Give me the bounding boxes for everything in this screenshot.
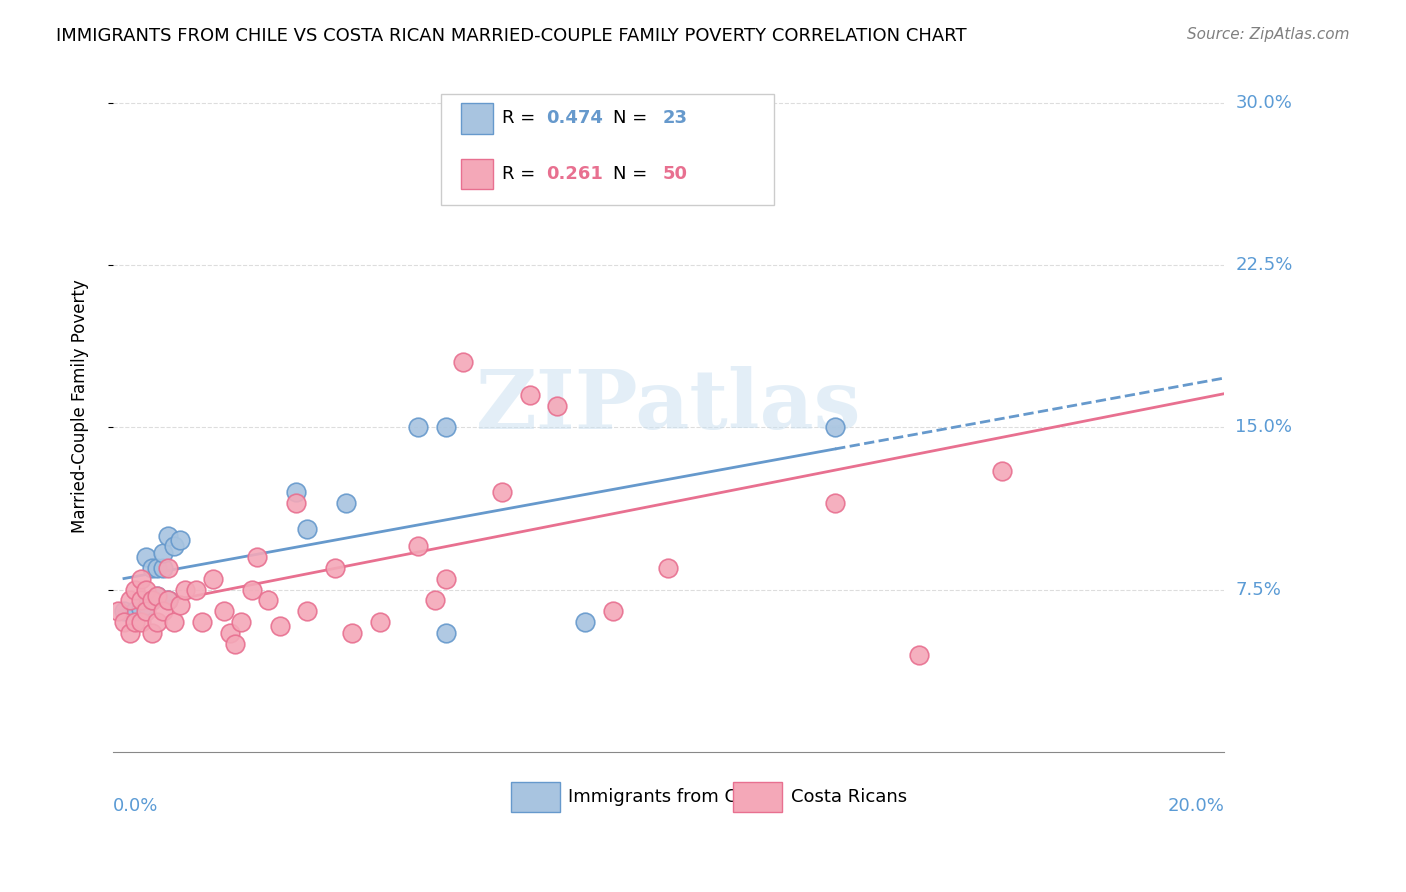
- Costa Ricans: [146, 615, 169, 629]
- Costa Ricans: [491, 485, 513, 500]
- Costa Ricans: [124, 615, 146, 629]
- Costa Ricans: [152, 604, 174, 618]
- Text: 0.0%: 0.0%: [112, 797, 159, 815]
- Costa Ricans: [630, 139, 652, 153]
- Costa Ricans: [519, 388, 541, 402]
- Costa Ricans: [146, 589, 169, 603]
- Immigrants from Chile: [824, 420, 846, 434]
- Text: N =: N =: [613, 110, 652, 128]
- Costa Ricans: [174, 582, 197, 597]
- Text: 0.474: 0.474: [547, 110, 603, 128]
- Costa Ricans: [135, 582, 157, 597]
- Costa Ricans: [186, 582, 208, 597]
- Costa Ricans: [340, 626, 363, 640]
- Costa Ricans: [141, 593, 163, 607]
- Text: R =: R =: [502, 110, 541, 128]
- FancyBboxPatch shape: [510, 781, 560, 812]
- Costa Ricans: [297, 604, 319, 618]
- Costa Ricans: [129, 615, 152, 629]
- Costa Ricans: [907, 648, 929, 662]
- Text: Costa Ricans: Costa Ricans: [790, 788, 907, 805]
- Costa Ricans: [824, 496, 846, 510]
- Costa Ricans: [201, 572, 224, 586]
- Costa Ricans: [368, 615, 391, 629]
- Text: 23: 23: [662, 110, 688, 128]
- Costa Ricans: [212, 604, 235, 618]
- Immigrants from Chile: [135, 598, 157, 612]
- Costa Ricans: [190, 615, 212, 629]
- Costa Ricans: [224, 637, 246, 651]
- Text: ZIPatlas: ZIPatlas: [475, 366, 862, 446]
- Costa Ricans: [257, 593, 280, 607]
- Costa Ricans: [991, 464, 1014, 478]
- Text: 0.261: 0.261: [547, 165, 603, 183]
- FancyBboxPatch shape: [440, 95, 775, 205]
- Costa Ricans: [118, 593, 141, 607]
- Text: IMMIGRANTS FROM CHILE VS COSTA RICAN MARRIED-COUPLE FAMILY POVERTY CORRELATION C: IMMIGRANTS FROM CHILE VS COSTA RICAN MAR…: [56, 27, 967, 45]
- Text: 22.5%: 22.5%: [1236, 256, 1292, 274]
- Immigrants from Chile: [152, 561, 174, 575]
- Costa Ricans: [229, 615, 252, 629]
- Text: 20.0%: 20.0%: [1167, 797, 1225, 815]
- Immigrants from Chile: [152, 546, 174, 560]
- Immigrants from Chile: [112, 604, 135, 618]
- Costa Ricans: [434, 572, 457, 586]
- Immigrants from Chile: [574, 615, 596, 629]
- Costa Ricans: [269, 619, 291, 633]
- Immigrants from Chile: [141, 561, 163, 575]
- Immigrants from Chile: [157, 593, 180, 607]
- Immigrants from Chile: [141, 593, 163, 607]
- Costa Ricans: [423, 593, 446, 607]
- Text: 30.0%: 30.0%: [1236, 94, 1292, 112]
- Costa Ricans: [169, 598, 191, 612]
- Immigrants from Chile: [135, 550, 157, 565]
- Costa Ricans: [323, 561, 346, 575]
- Costa Ricans: [129, 593, 152, 607]
- Text: N =: N =: [613, 165, 652, 183]
- Costa Ricans: [118, 626, 141, 640]
- Costa Ricans: [602, 604, 624, 618]
- Immigrants from Chile: [297, 522, 319, 536]
- Text: 7.5%: 7.5%: [1236, 581, 1281, 599]
- Costa Ricans: [163, 615, 186, 629]
- Immigrants from Chile: [124, 604, 146, 618]
- Immigrants from Chile: [129, 602, 152, 616]
- Costa Ricans: [408, 540, 430, 554]
- Immigrants from Chile: [285, 485, 308, 500]
- Immigrants from Chile: [434, 420, 457, 434]
- Immigrants from Chile: [146, 589, 169, 603]
- Text: Source: ZipAtlas.com: Source: ZipAtlas.com: [1187, 27, 1350, 42]
- Text: 50: 50: [662, 165, 688, 183]
- Costa Ricans: [285, 496, 308, 510]
- Immigrants from Chile: [157, 528, 180, 542]
- Immigrants from Chile: [408, 420, 430, 434]
- Costa Ricans: [141, 626, 163, 640]
- Text: R =: R =: [502, 165, 541, 183]
- FancyBboxPatch shape: [461, 103, 494, 134]
- Immigrants from Chile: [146, 561, 169, 575]
- Costa Ricans: [135, 604, 157, 618]
- Costa Ricans: [218, 626, 240, 640]
- FancyBboxPatch shape: [733, 781, 782, 812]
- Immigrants from Chile: [163, 540, 186, 554]
- Costa Ricans: [451, 355, 474, 369]
- Text: Immigrants from Chile: Immigrants from Chile: [568, 788, 770, 805]
- Immigrants from Chile: [169, 533, 191, 547]
- Costa Ricans: [107, 604, 129, 618]
- Immigrants from Chile: [434, 626, 457, 640]
- Text: 15.0%: 15.0%: [1236, 418, 1292, 436]
- Costa Ricans: [546, 399, 568, 413]
- Costa Ricans: [246, 550, 269, 565]
- Costa Ricans: [157, 561, 180, 575]
- Costa Ricans: [112, 615, 135, 629]
- Y-axis label: Married-Couple Family Poverty: Married-Couple Family Poverty: [72, 279, 89, 533]
- Costa Ricans: [157, 593, 180, 607]
- Immigrants from Chile: [335, 496, 357, 510]
- Costa Ricans: [129, 572, 152, 586]
- Costa Ricans: [240, 582, 263, 597]
- Costa Ricans: [124, 582, 146, 597]
- FancyBboxPatch shape: [461, 159, 494, 189]
- Costa Ricans: [657, 561, 679, 575]
